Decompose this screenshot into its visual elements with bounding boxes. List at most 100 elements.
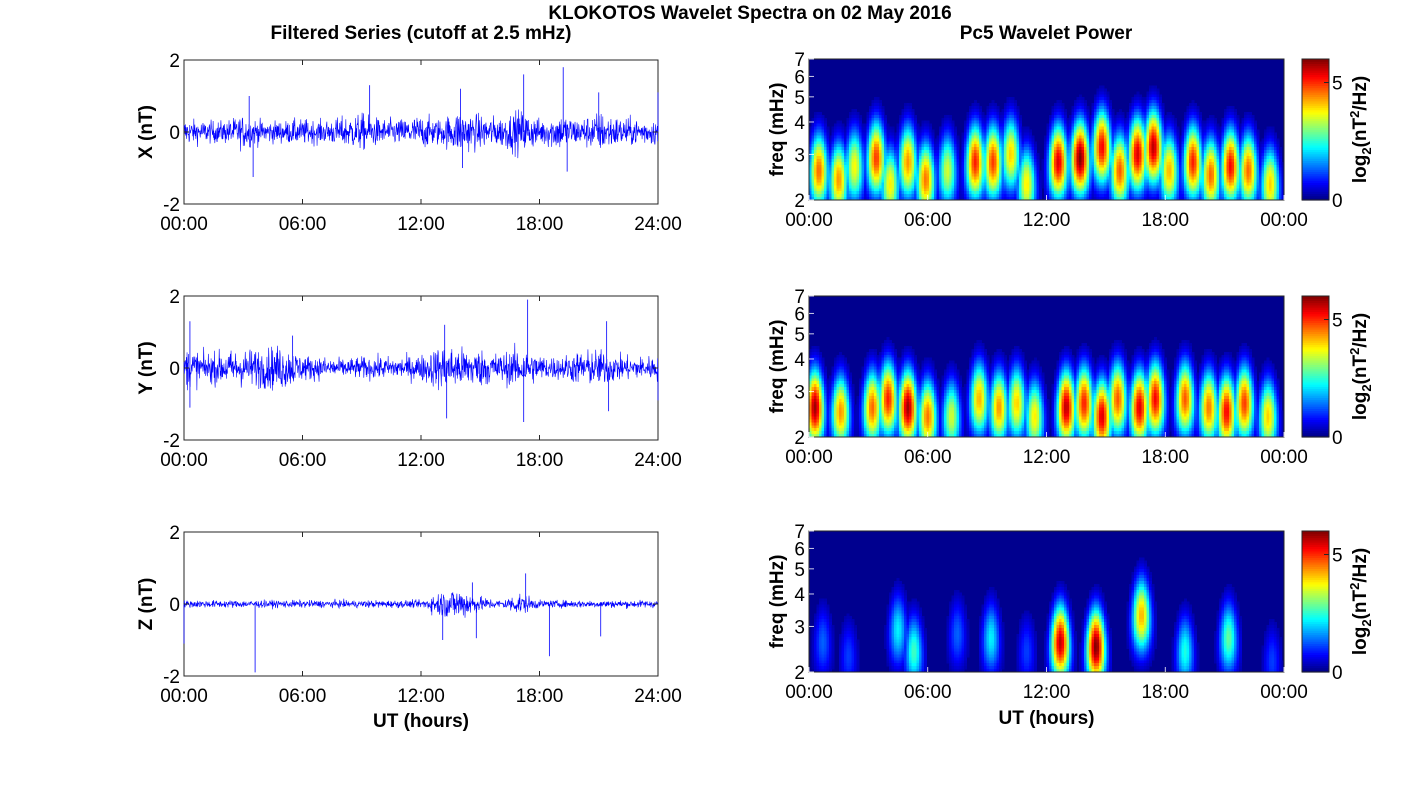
heatmap-cell [1001, 158, 1005, 163]
heatmap-cell [869, 120, 872, 125]
heatmap-cell [1136, 129, 1140, 133]
heatmap-cell [879, 150, 882, 154]
heatmap-cell [1189, 138, 1192, 142]
heatmap-cell [1159, 111, 1162, 116]
heatmap-cell [1011, 126, 1015, 130]
heatmap-cell [1259, 153, 1262, 157]
heatmap-cell [1199, 182, 1202, 186]
heatmap-cell [879, 132, 882, 136]
heatmap-cell [816, 158, 820, 163]
heatmap-cell [904, 132, 907, 136]
heatmap-cell [834, 126, 837, 130]
heatmap-cell [1004, 173, 1007, 177]
heatmap-cell [814, 179, 817, 183]
heatmap-cell [1056, 170, 1060, 174]
heatmap-cell [931, 138, 935, 142]
heatmap-cell [1061, 161, 1065, 166]
heatmap-cell [916, 123, 920, 127]
heatmap-cell [1214, 164, 1217, 169]
heatmap-cell [1054, 179, 1057, 183]
heatmap-cell [1229, 158, 1232, 163]
heatmap-cell [924, 120, 927, 125]
heatmap-cell [1149, 94, 1152, 98]
heatmap-cell [871, 179, 875, 183]
heatmap-cell [1184, 150, 1187, 154]
heatmap-cell [1181, 161, 1185, 166]
heatmap-cell [926, 188, 930, 192]
heatmap-cell [1149, 103, 1152, 107]
heatmap-cell [1209, 117, 1212, 122]
heatmap-cell [1084, 132, 1087, 136]
heatmap-cell [1161, 138, 1165, 142]
heatmap-cell [1121, 135, 1125, 139]
heatmap-cell [1149, 97, 1152, 101]
heatmap-cell [1101, 179, 1105, 183]
heatmap-cell [901, 176, 905, 180]
heatmap-cell [899, 164, 902, 169]
heatmap-cell [869, 141, 872, 145]
heatmap-cell [1019, 158, 1022, 163]
heatmap-cell [1251, 138, 1255, 142]
heatmap-cell [881, 158, 885, 163]
heatmap-cell [1014, 144, 1017, 148]
heatmap-cell [876, 138, 880, 142]
heatmap-cell [1089, 185, 1092, 189]
heatmap-cell [1009, 185, 1012, 189]
heatmap-cell [1214, 176, 1217, 180]
heatmap-cell [874, 97, 877, 101]
heatmap-cell [1051, 144, 1055, 148]
heatmap-cell [1064, 129, 1067, 133]
heatmap-cell [906, 185, 910, 189]
heatmap-cell [1031, 138, 1035, 142]
heatmap-cell [1106, 126, 1110, 130]
heatmap-cell [1049, 144, 1052, 148]
heatmap-cell [866, 150, 870, 154]
heatmap-cell [1234, 161, 1237, 166]
heatmap-cell [836, 158, 840, 163]
heatmap-cell [971, 185, 975, 189]
heatmap-cell [1004, 144, 1007, 148]
heatmap-cell [859, 123, 862, 127]
heatmap-cell [1114, 135, 1117, 139]
heatmap-cell [944, 167, 947, 172]
heatmap-cell [841, 158, 845, 163]
heatmap-cell [824, 179, 827, 183]
heatmap-cell [846, 173, 850, 177]
heatmap-cell [1084, 120, 1087, 125]
heatmap-cell [1206, 176, 1210, 180]
heatmap-cell [1221, 173, 1225, 177]
heatmap-cell [954, 158, 957, 163]
heatmap-cell [956, 182, 960, 186]
heatmap-cell [881, 173, 885, 177]
heatmap-cell [1249, 141, 1252, 145]
heatmap-cell [1241, 179, 1245, 183]
heatmap-cell [1254, 176, 1257, 180]
heatmap-cell [991, 117, 995, 122]
heatmap-cell [1074, 100, 1077, 104]
heatmap-cell [1049, 173, 1052, 177]
heatmap-cell [1211, 132, 1215, 136]
heatmap-cell [1124, 120, 1127, 125]
heatmap-cell [1186, 138, 1190, 142]
heatmap-cell [986, 170, 990, 174]
heatmap-cell [1274, 167, 1277, 172]
heatmap-cell [1249, 123, 1252, 127]
heatmap-cell [891, 138, 895, 142]
heatmap-cell [1171, 167, 1175, 172]
heatmap-cell [1236, 170, 1240, 174]
heatmap-cell [1134, 106, 1137, 110]
heatmap-cell [1146, 114, 1150, 119]
heatmap-cell [826, 176, 830, 180]
heatmap-cell [1236, 120, 1240, 125]
heatmap-cell [1061, 126, 1065, 130]
heatmap-cell [841, 167, 845, 172]
heatmap-cell [971, 164, 975, 169]
heatmap-cell [1011, 150, 1015, 154]
heatmap-cell [839, 123, 842, 127]
heatmap-cell [1049, 135, 1052, 139]
heatmap-cell [879, 120, 882, 125]
heatmap-cell [1224, 150, 1227, 154]
heatmap-cell [1119, 108, 1122, 113]
heatmap-cell [1021, 132, 1025, 136]
